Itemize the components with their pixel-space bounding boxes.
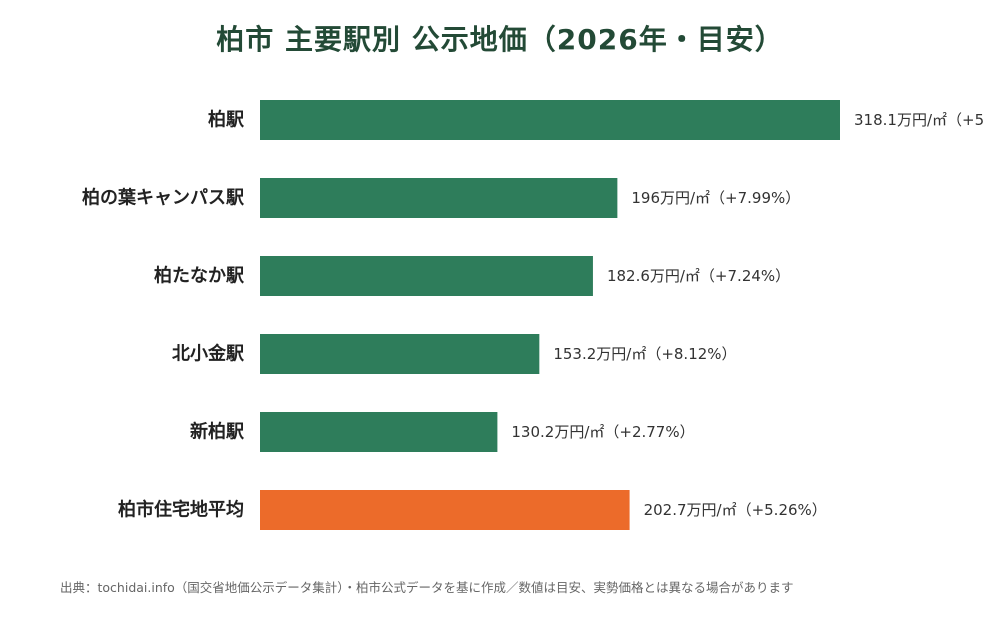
category-label: 柏たなか駅	[154, 265, 245, 287]
station-bar	[260, 412, 498, 452]
source-note: 出典：tochidai.info（国交省地価公示データ集計）・柏市公式データを基…	[60, 580, 794, 595]
category-label: 新柏駅	[190, 421, 245, 443]
station-bar	[260, 334, 540, 374]
value-label: 182.6万円/㎡（+7.24%）	[607, 267, 790, 285]
value-label: 196万円/㎡（+7.99%）	[631, 189, 800, 207]
category-label: 柏の葉キャンパス駅	[82, 187, 245, 209]
station-bar	[260, 178, 618, 218]
average-bar	[260, 490, 630, 530]
chart-title: 柏市 主要駅別 公示地価（2026年・目安）	[216, 23, 784, 56]
value-label: 130.2万円/㎡（+2.77%）	[511, 423, 694, 441]
value-label: 318.1万円/㎡（+5	[854, 111, 984, 129]
station-bar	[260, 256, 593, 296]
category-label: 北小金駅	[172, 343, 245, 365]
category-label: 柏市住宅地平均	[118, 499, 244, 521]
category-label: 柏駅	[208, 109, 245, 131]
value-label: 153.2万円/㎡（+8.12%）	[553, 345, 736, 363]
station-bar	[260, 100, 840, 140]
value-label: 202.7万円/㎡（+5.26%）	[644, 501, 827, 519]
